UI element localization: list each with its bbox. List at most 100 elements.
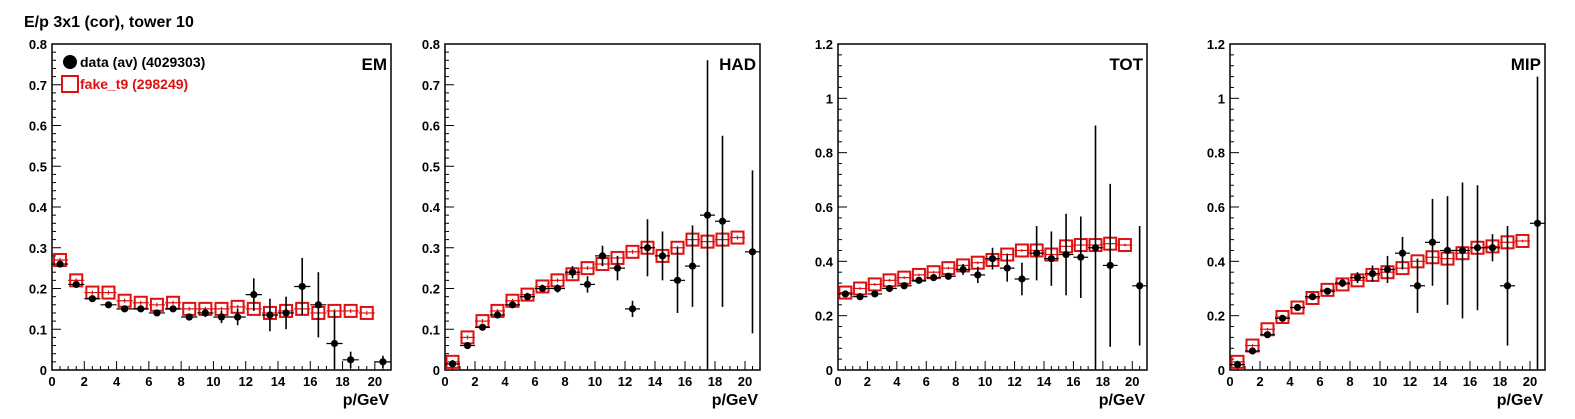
data-point xyxy=(1398,249,1407,257)
plot-frame xyxy=(444,43,761,371)
legend-label-data: data (av) (4029303) xyxy=(80,54,205,70)
fake-point xyxy=(580,261,595,276)
x-tick-label: 20 xyxy=(1523,374,1537,389)
data-point xyxy=(658,252,667,260)
data-point xyxy=(1018,275,1026,283)
x-tick-label: 2 xyxy=(864,374,871,389)
fake-point xyxy=(1305,291,1320,306)
data-point xyxy=(493,311,502,319)
data-point xyxy=(298,282,306,291)
data-point xyxy=(508,301,517,309)
data-point xyxy=(688,262,697,270)
y-tick-label: 0.2 xyxy=(422,282,440,297)
x-tick-label: 18 xyxy=(1493,374,1507,389)
data-point xyxy=(217,313,226,321)
fake-point xyxy=(1117,238,1132,253)
data-point xyxy=(478,323,487,331)
y-tick-label: 0.4 xyxy=(1207,254,1226,269)
x-tick-label: 16 xyxy=(1066,374,1080,389)
data-point xyxy=(1106,261,1114,270)
x-tick-label: 6 xyxy=(531,374,538,389)
x-tick-label: 8 xyxy=(952,374,959,389)
y-tick-label: 0.1 xyxy=(422,322,440,337)
x-axis-title: p/GeV xyxy=(343,392,390,409)
x-tick-label: 18 xyxy=(335,374,349,389)
fake-point xyxy=(520,287,535,302)
data-point xyxy=(1368,269,1377,278)
data-point xyxy=(56,260,64,268)
figure-title: E/p 3x1 (cor), tower 10 xyxy=(24,14,194,31)
y-tick-label: 0 xyxy=(433,363,440,378)
y-tick-label: 0.3 xyxy=(29,241,47,256)
data-point xyxy=(121,305,129,313)
x-tick-label: 4 xyxy=(893,374,901,389)
panel-mip: 0 2 4 6 8 10 12 14 16 18 20 0 0.2 0.4 0.6 0.8 1 1.2 p/GeV M… xyxy=(1207,37,1546,409)
y-tick-label: 1.2 xyxy=(1207,37,1225,52)
data-point xyxy=(841,290,849,298)
data-point xyxy=(944,272,952,280)
data-point xyxy=(1458,246,1467,255)
data-point xyxy=(1233,360,1242,369)
x-tick-label: 6 xyxy=(1316,374,1323,389)
x-tick-label: 0 xyxy=(441,374,448,389)
y-tick-label: 0.6 xyxy=(29,119,47,134)
y-tick-label: 0.8 xyxy=(1207,146,1225,161)
data-point xyxy=(1263,331,1272,339)
data-point xyxy=(628,305,637,313)
data-point xyxy=(347,356,355,364)
data-point xyxy=(1503,282,1512,290)
data-point xyxy=(974,271,982,279)
y-tick-label: 1 xyxy=(826,91,833,106)
data-point xyxy=(568,268,577,276)
fake-point xyxy=(101,285,116,300)
data-point xyxy=(1413,282,1422,290)
x-axis-title: p/GeV xyxy=(1497,392,1544,409)
data-point xyxy=(234,313,242,321)
data-point xyxy=(1488,244,1497,252)
fake-point xyxy=(1275,310,1290,325)
y-tick-label: 0.1 xyxy=(29,322,47,337)
x-tick-label: 18 xyxy=(1096,374,1110,389)
x-tick-label: 14 xyxy=(1037,374,1052,389)
data-point xyxy=(1062,250,1070,259)
x-tick-label: 0 xyxy=(48,374,55,389)
data-point xyxy=(153,309,161,317)
y-tick-label: 0.4 xyxy=(29,200,48,215)
x-tick-label: 18 xyxy=(708,374,722,389)
data-point xyxy=(553,284,562,293)
data-point xyxy=(1443,246,1452,255)
marks xyxy=(52,252,391,370)
x-tick-label: 16 xyxy=(303,374,317,389)
data-point xyxy=(379,358,387,366)
data-point xyxy=(72,280,80,289)
x-tick-label: 4 xyxy=(1286,374,1294,389)
data-point xyxy=(1338,279,1347,287)
y-tick-label: 0.6 xyxy=(422,119,440,134)
data-point xyxy=(448,360,457,368)
data-point xyxy=(959,265,967,274)
x-tick-label: 14 xyxy=(1433,374,1448,389)
x-tick-label: 10 xyxy=(206,374,220,389)
x-tick-label: 8 xyxy=(1346,374,1353,389)
legend-marker-fake xyxy=(61,75,79,93)
data-point xyxy=(1077,253,1085,261)
data-point xyxy=(169,305,177,313)
x-tick-label: 12 xyxy=(238,374,252,389)
data-point xyxy=(104,301,113,309)
data-point xyxy=(1293,303,1302,312)
x-tick-label: 8 xyxy=(178,374,185,389)
data-point xyxy=(1278,314,1287,322)
y-tick-label: 0.2 xyxy=(29,282,47,297)
data-point xyxy=(718,217,727,225)
data-point xyxy=(250,291,258,299)
x-tick-label: 2 xyxy=(1256,374,1263,389)
data-point xyxy=(137,305,145,313)
y-tick-label: 0.5 xyxy=(422,159,440,174)
x-tick-label: 2 xyxy=(81,374,88,389)
fake-point xyxy=(535,279,550,294)
x-tick-label: 16 xyxy=(678,374,692,389)
y-tick-label: 0.8 xyxy=(422,37,440,52)
data-point xyxy=(900,282,908,290)
y-tick-label: 0.4 xyxy=(815,254,834,269)
data-point xyxy=(1428,238,1437,246)
